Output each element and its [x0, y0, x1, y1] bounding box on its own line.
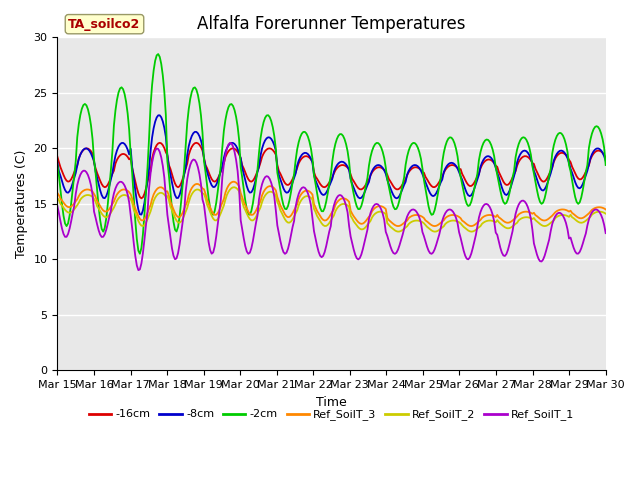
-16cm	[54, 154, 61, 160]
Ref_SoilT_2	[231, 184, 239, 190]
Line: -2cm: -2cm	[58, 54, 605, 254]
-2cm	[602, 162, 609, 168]
Line: Ref_SoilT_1: Ref_SoilT_1	[58, 143, 605, 270]
-16cm	[138, 195, 145, 201]
-8cm	[121, 141, 129, 147]
-16cm	[296, 157, 304, 163]
Ref_SoilT_3	[295, 196, 303, 202]
Ref_SoilT_3	[121, 187, 129, 192]
-16cm	[156, 140, 164, 146]
Ref_SoilT_1	[574, 251, 582, 256]
Ref_SoilT_1	[226, 140, 234, 146]
-8cm	[138, 212, 145, 217]
-16cm	[574, 176, 582, 181]
Ref_SoilT_3	[229, 179, 237, 185]
Ref_SoilT_2	[246, 216, 253, 222]
Ref_SoilT_2	[602, 211, 609, 216]
-2cm	[154, 51, 162, 57]
-2cm	[121, 91, 129, 97]
Ref_SoilT_2	[574, 219, 582, 225]
Ref_SoilT_1	[134, 267, 142, 273]
-8cm	[296, 155, 304, 160]
-16cm	[238, 162, 246, 168]
Ref_SoilT_2	[217, 210, 225, 216]
Ref_SoilT_3	[246, 211, 253, 217]
-2cm	[574, 201, 582, 207]
Ref_SoilT_3	[54, 190, 61, 196]
-8cm	[156, 112, 164, 118]
Line: Ref_SoilT_2: Ref_SoilT_2	[58, 187, 605, 232]
-8cm	[220, 155, 228, 161]
Title: Alfalfa Forerunner Temperatures: Alfalfa Forerunner Temperatures	[197, 15, 466, 33]
-2cm	[136, 251, 144, 257]
Ref_SoilT_3	[237, 190, 244, 196]
Ref_SoilT_2	[121, 192, 129, 198]
-2cm	[54, 162, 61, 168]
-2cm	[296, 134, 304, 140]
Ref_SoilT_1	[238, 226, 246, 232]
Ref_SoilT_1	[218, 174, 226, 180]
Line: -16cm: -16cm	[58, 143, 605, 198]
Ref_SoilT_1	[296, 187, 304, 193]
Ref_SoilT_2	[237, 195, 244, 201]
Ref_SoilT_2	[54, 195, 61, 201]
Ref_SoilT_1	[602, 230, 609, 236]
-8cm	[238, 165, 246, 170]
Ref_SoilT_2	[467, 229, 475, 235]
-8cm	[54, 159, 61, 165]
Ref_SoilT_3	[574, 215, 582, 220]
Line: -8cm: -8cm	[58, 115, 605, 215]
-16cm	[121, 151, 129, 157]
Ref_SoilT_3	[217, 204, 225, 209]
-2cm	[238, 175, 246, 180]
Ref_SoilT_3	[431, 223, 438, 229]
-8cm	[574, 185, 582, 191]
-16cm	[220, 160, 228, 166]
-8cm	[602, 158, 609, 164]
-2cm	[248, 208, 255, 214]
Y-axis label: Temperatures (C): Temperatures (C)	[15, 150, 28, 258]
-16cm	[602, 155, 609, 161]
Ref_SoilT_1	[54, 203, 61, 209]
Line: Ref_SoilT_3: Ref_SoilT_3	[58, 182, 605, 226]
-8cm	[248, 190, 255, 195]
Ref_SoilT_2	[295, 203, 303, 208]
Ref_SoilT_1	[248, 245, 255, 251]
Ref_SoilT_3	[602, 206, 609, 212]
-16cm	[248, 179, 255, 184]
Ref_SoilT_1	[121, 183, 129, 189]
Text: TA_soilco2: TA_soilco2	[68, 18, 141, 31]
Legend: -16cm, -8cm, -2cm, Ref_SoilT_3, Ref_SoilT_2, Ref_SoilT_1: -16cm, -8cm, -2cm, Ref_SoilT_3, Ref_Soil…	[84, 405, 579, 425]
-2cm	[220, 128, 228, 133]
X-axis label: Time: Time	[316, 396, 347, 408]
